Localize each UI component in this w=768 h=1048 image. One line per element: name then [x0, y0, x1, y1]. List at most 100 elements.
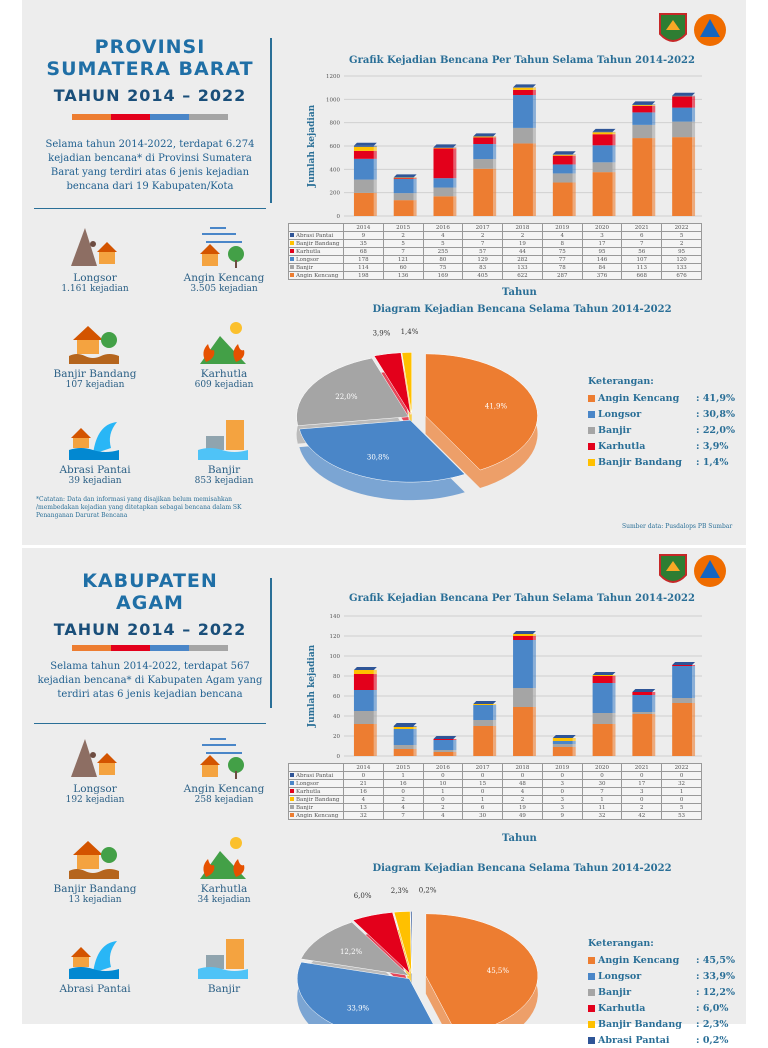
legend-item: Longsor: 30,8% — [588, 406, 735, 422]
legend-name: Angin Kencang — [598, 955, 696, 966]
bar-segment-bandang-2020 — [593, 675, 613, 676]
x-tick-label: 2017 — [463, 764, 503, 772]
table-cell: 35 — [344, 240, 384, 248]
table-cell: 80 — [423, 256, 463, 264]
wind-icon — [196, 222, 252, 270]
bar-segment-angin-2015 — [394, 200, 414, 216]
table-cell: 4 — [542, 232, 582, 240]
bar-top — [672, 93, 695, 96]
table-cell: 2 — [503, 796, 543, 804]
bar-side — [414, 726, 417, 727]
flash-flood-icon — [67, 833, 123, 881]
hazard-name: Angin Kencang — [169, 783, 279, 795]
table-cell: 255 — [423, 248, 463, 256]
legend-value: : 30,8% — [696, 409, 735, 420]
bar-side — [374, 193, 377, 216]
legend-name: Karhutla — [598, 441, 696, 452]
bar-segment-banjir-2014 — [354, 711, 374, 724]
legend-name: Abrasi Pantai — [598, 1035, 696, 1046]
bar-side — [692, 96, 695, 97]
table-cell: 57 — [463, 248, 503, 256]
table-cell: 107 — [622, 256, 662, 264]
bar-segment-bandang-2014 — [354, 147, 374, 151]
title-line: PROVINSI — [30, 36, 270, 58]
logos — [658, 12, 728, 48]
legend-title: Keterangan: — [588, 938, 735, 952]
bar-side — [493, 159, 496, 169]
bar-segment-bandang-2017 — [473, 137, 493, 138]
table-cell: 15 — [463, 780, 503, 788]
bar-segment-angin-2018 — [513, 707, 533, 756]
table-cell: 16 — [383, 780, 423, 788]
bar-segment-angin-2021 — [632, 138, 652, 216]
bar-side — [374, 711, 377, 724]
bar-segment-angin-2016 — [434, 752, 454, 756]
x-tick-label: 2015 — [383, 224, 423, 232]
bar-segment-angin-2020 — [593, 172, 613, 216]
x-tick-label: 2019 — [542, 224, 582, 232]
bar-side — [613, 675, 616, 676]
table-cell: 75 — [542, 248, 582, 256]
table-cell: 1 — [423, 788, 463, 796]
color-bar — [72, 645, 228, 651]
legend-name: Banjir Bandang — [598, 1019, 696, 1030]
pie-data-label: 1,4% — [401, 328, 419, 336]
legend-value: : 2,3% — [696, 1019, 728, 1030]
y-tick-label: 40 — [333, 714, 340, 720]
bar-side — [374, 180, 377, 193]
table-cell: 1 — [582, 796, 622, 804]
hazard-name: Banjir — [169, 464, 279, 476]
table-cell: 44 — [503, 248, 543, 256]
hazard-name: Abrasi Pantai — [40, 983, 150, 995]
x-tick-label: 2022 — [662, 224, 702, 232]
series-swatch — [290, 241, 294, 245]
legend-value: : 6,0% — [696, 1003, 728, 1014]
table-cell: 1 — [662, 788, 702, 796]
bar-side — [573, 744, 576, 747]
data-source: Sumber data: Pusdalops PB Sumbar — [622, 523, 732, 530]
series-swatch — [290, 249, 294, 253]
hazard-name: Banjir Bandang — [40, 883, 150, 895]
bar-segment-longsor-2017 — [473, 705, 493, 720]
bar-segment-longsor-2017 — [473, 144, 493, 159]
x-tick-label: 2019 — [542, 764, 582, 772]
title-line: SUMATERA BARAT — [30, 58, 270, 80]
legend-swatch — [588, 1005, 595, 1012]
bar-side — [493, 720, 496, 726]
table-cell: 48 — [503, 780, 543, 788]
bar-side — [613, 145, 616, 162]
year-range: TAHUN 2014 – 2022 — [30, 86, 270, 105]
table-cell: 6 — [463, 804, 503, 812]
bar-side — [453, 739, 456, 740]
table-cell: 0 — [662, 796, 702, 804]
legend-value: : 12,2% — [696, 987, 735, 998]
y-tick-label: 80 — [333, 674, 340, 680]
bar-segment-banjir-2016 — [434, 750, 454, 752]
bar-side — [613, 683, 616, 713]
bar-segment-longsor-2018 — [513, 640, 533, 688]
legend-swatch — [588, 989, 595, 996]
bar-side — [493, 137, 496, 144]
series-swatch — [290, 257, 294, 261]
bar-side — [652, 125, 655, 138]
table-cell: 60 — [383, 264, 423, 272]
table-cell: 5 — [662, 804, 702, 812]
x-tick-label: 2018 — [503, 224, 543, 232]
hazard-name: Longsor — [40, 783, 150, 795]
x-tick-label: 2020 — [582, 224, 622, 232]
bar-side — [453, 752, 456, 756]
hazard-name: Longsor — [40, 272, 150, 284]
bar-segment-longsor-2022 — [672, 666, 692, 698]
table-cell: 136 — [383, 272, 423, 280]
table-cell: 668 — [622, 272, 662, 280]
table-cell: 49 — [503, 812, 543, 820]
hazard-count: 258 kejadian — [169, 795, 279, 805]
title-line: AGAM — [30, 592, 270, 614]
